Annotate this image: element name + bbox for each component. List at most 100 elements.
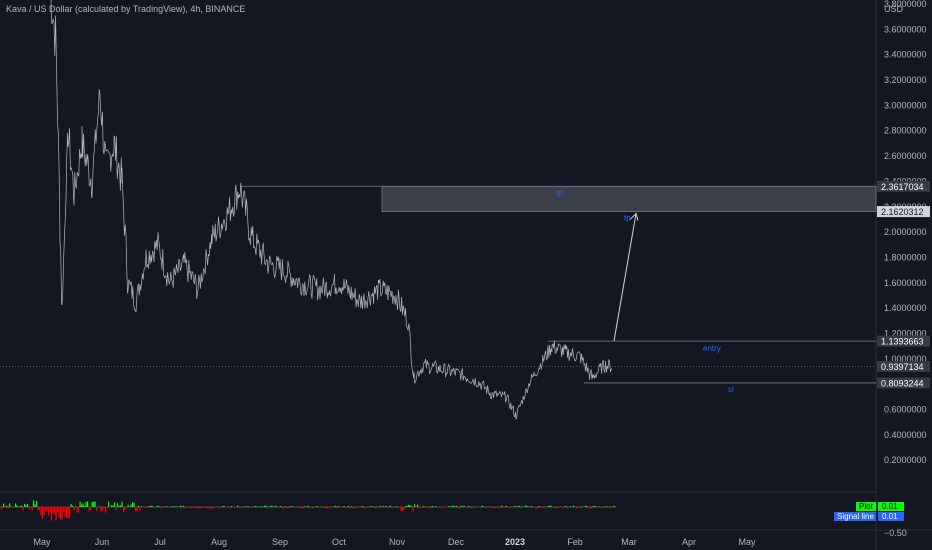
price-tag[interactable]	[877, 377, 930, 389]
indicator-bar	[70, 503, 72, 507]
indicator-bar	[60, 507, 62, 520]
indicator-bar	[547, 505, 549, 507]
indicator-bar	[52, 507, 54, 514]
price-tick-label: 1.8000000	[884, 252, 927, 262]
indicator-bar	[375, 507, 377, 509]
indicator-bar	[24, 503, 26, 507]
price-tag-label: 0.9397134	[881, 362, 924, 372]
indicator-bar	[151, 505, 153, 507]
time-axis-label: Feb	[567, 537, 583, 547]
indicator-bar	[247, 506, 249, 507]
indicator-bar	[99, 506, 101, 507]
indicator-bar	[222, 506, 224, 507]
indicator-bar	[78, 507, 80, 513]
indicator-bar	[82, 503, 84, 507]
indicator-bar	[448, 505, 450, 507]
indicator-bar	[502, 507, 504, 509]
indicator-bar	[423, 506, 425, 507]
indicator-bar	[264, 505, 266, 507]
indicator-histogram[interactable]	[0, 500, 617, 521]
indicator-bar	[147, 507, 149, 508]
price-tag[interactable]	[877, 335, 930, 347]
price-tick-label: 0.4000000	[884, 430, 927, 440]
symbol-title[interactable]: Kava / US Dollar (calculated by TradingV…	[6, 4, 246, 14]
indicator-bar	[198, 507, 200, 509]
indicator-bar	[45, 507, 47, 512]
price-tag[interactable]	[877, 180, 930, 192]
indicator-bar	[126, 507, 128, 508]
indicator-bar	[379, 505, 381, 507]
take-profit-zone[interactable]	[381, 185, 877, 212]
indicator-bar	[330, 507, 332, 508]
price-tick-label: 0.2000000	[884, 455, 927, 465]
indicator-bar	[144, 507, 146, 508]
indicator-bar	[184, 507, 186, 509]
indicator-bar	[181, 506, 183, 507]
currency-label: USD	[884, 4, 904, 14]
price-tag[interactable]	[877, 360, 930, 372]
indicator-bar	[180, 505, 182, 507]
time-axis-label: Sep	[272, 537, 288, 547]
indicator-bar	[537, 507, 539, 509]
indicator-bar	[255, 505, 257, 507]
indicator-bar	[259, 506, 261, 507]
indicator-bar	[21, 505, 23, 507]
price-axis[interactable]: 3.8000000 3.6000000 3.4000000 3.2000000 3.00…	[884, 0, 927, 538]
indicator-bar	[195, 507, 197, 508]
time-axis-label: Jun	[95, 537, 110, 547]
indicator-bar	[100, 507, 102, 513]
indicator-bar	[105, 507, 107, 513]
indicator-bar	[396, 506, 398, 507]
indicator-bar	[120, 505, 122, 507]
price-tag[interactable]	[877, 206, 930, 218]
price-tick-label: 1.2000000	[884, 328, 927, 338]
indicator-bar	[66, 507, 68, 518]
indicator-bar	[58, 507, 60, 518]
price-tick-label: 3.6000000	[884, 24, 927, 34]
indicator-bar	[153, 507, 155, 508]
indicator-bar	[291, 506, 293, 507]
indicator-bar	[313, 507, 315, 508]
indicator-bar	[327, 507, 329, 509]
time-axis[interactable]: May Jun Jul Aug Sep Oct Nov Dec 2023 Feb Mar Apr May	[33, 537, 756, 547]
indicator-bar	[274, 505, 276, 507]
indicator-bar	[166, 506, 168, 507]
indicator-bar	[253, 506, 255, 507]
indicator-legend[interactable]: Plot 0.01 Signal line 0.01	[834, 502, 904, 521]
projection-arrow[interactable]	[613, 213, 637, 342]
indicator-bar	[307, 505, 309, 507]
indicator-bar	[88, 507, 90, 512]
indicator-bar	[417, 504, 419, 507]
indicator-bar	[39, 507, 41, 511]
price-series-line[interactable]	[50, 0, 613, 420]
indicator-bar	[87, 501, 89, 507]
indicator-bar	[172, 506, 174, 507]
sl-label: sl	[728, 385, 734, 394]
indicator-bar	[351, 506, 353, 507]
indicator-bar	[231, 505, 233, 507]
indicator-bar	[321, 506, 323, 507]
indicator-bar	[495, 507, 497, 508]
indicator-bar	[598, 506, 600, 507]
signal-value-tag	[878, 512, 904, 521]
indicator-bar	[34, 504, 36, 507]
indicator-bar	[592, 505, 594, 507]
indicator-bar	[157, 505, 159, 507]
indicator-bar	[205, 507, 207, 509]
indicator-bar	[292, 506, 294, 507]
indicator-bar	[577, 507, 579, 508]
indicator-bar	[96, 507, 98, 512]
indicator-bar	[112, 505, 114, 507]
indicator-bar	[94, 501, 96, 507]
indicator-bar	[474, 507, 476, 508]
indicator-bar	[594, 506, 596, 507]
indicator-bar	[18, 507, 20, 509]
plot-legend-swatch	[856, 502, 876, 511]
indicator-bar	[343, 506, 345, 507]
indicator-bar	[276, 506, 278, 507]
price-tags[interactable]: 2.3617034 2.1620312 1.1393663 0.9397134 0.80…	[877, 180, 930, 389]
indicator-bar	[130, 504, 132, 507]
indicator-bar	[399, 507, 401, 508]
indicator-bar	[46, 507, 48, 512]
